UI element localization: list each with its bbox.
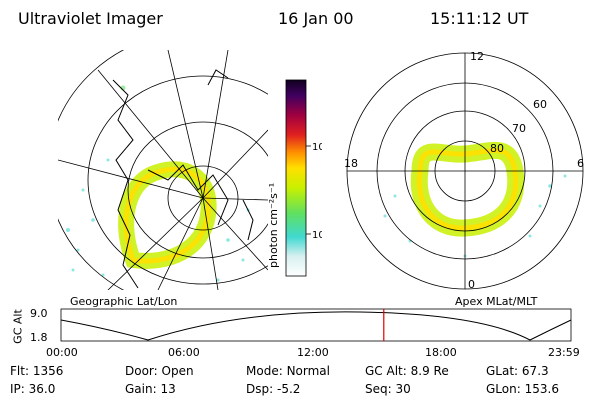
colorbar-unit-label: photon cm⁻²s⁻¹ (267, 183, 280, 268)
coastline (112, 69, 254, 289)
x-tick-1800: 18:00 (425, 346, 457, 359)
mlt-label-6: 6 (577, 157, 584, 170)
altitude-plot-frame (60, 308, 572, 342)
altitude-ylabel: GC Alt (11, 309, 25, 344)
x-tick-0000: 00:00 (46, 346, 78, 359)
status-flt: Flt: 1356 (10, 364, 64, 378)
status-door: Door: Open (125, 364, 194, 378)
colorbar-tick-10: 10 (312, 230, 322, 241)
status-dsp: Dsp: -5.2 (246, 382, 301, 396)
meridian-lines (58, 50, 268, 290)
status-ip: IP: 36.0 (10, 382, 56, 396)
x-tick-1200: 12:00 (297, 346, 329, 359)
mlt-label-0: 0 (468, 278, 475, 291)
polar-axes (347, 53, 583, 289)
noise-dots (66, 85, 250, 282)
mlt-label-18: 18 (344, 157, 358, 170)
left-map-label: Geographic Lat/Lon (70, 295, 178, 308)
altitude-curve (60, 311, 572, 341)
colorbar-tick-100: 100 (312, 142, 322, 153)
date-display: 16 Jan 00 (278, 9, 354, 28)
altitude-ymax: 9.0 (30, 307, 48, 320)
altitude-plot (60, 308, 572, 342)
status-gain: Gain: 13 (125, 382, 176, 396)
polar-noise-dots (383, 174, 567, 258)
x-tick-0600: 06:00 (168, 346, 200, 359)
status-gc-alt: GC Alt: 8.9 Re (365, 364, 449, 378)
status-glon: GLon: 153.6 (486, 382, 559, 396)
color-scale-bar: 100 10 photon cm⁻²s⁻¹ (267, 79, 322, 277)
status-mode: Mode: Normal (246, 364, 330, 378)
mlat-label-80: 80 (490, 142, 504, 155)
status-seq: Seq: 30 (365, 382, 411, 396)
altitude-ymin: 1.8 (30, 331, 48, 344)
status-glat: GLat: 67.3 (486, 364, 549, 378)
mlat-label-70: 70 (512, 122, 526, 135)
mlt-label-12: 12 (470, 50, 484, 63)
right-map-label: Apex MLat/MLT (455, 295, 538, 308)
geographic-map (58, 50, 268, 290)
time-display: 15:11:12 UT (430, 9, 529, 28)
latitude-circles (58, 50, 268, 290)
x-tick-2359: 23:59 (548, 346, 580, 359)
app-title: Ultraviolet Imager (18, 9, 163, 28)
mlat-label-60: 60 (533, 98, 547, 111)
polar-mlat-mlt-plot: 12 18 6 0 60 70 80 (344, 50, 584, 291)
